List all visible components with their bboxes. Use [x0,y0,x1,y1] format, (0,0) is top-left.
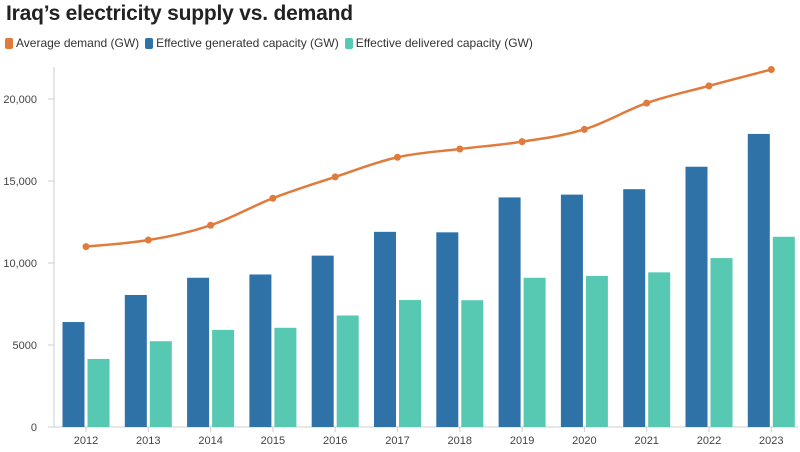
bar-generated[interactable] [249,274,272,427]
demand-point[interactable] [331,173,339,181]
demand-line [85,68,772,248]
bar-delivered[interactable] [461,300,484,427]
legend: Average demand (GW) Effective generated … [5,36,539,50]
bar-delivered[interactable] [212,329,235,427]
demand-point[interactable] [643,99,651,107]
x-tick-label: 2013 [136,435,160,447]
y-tick-label: 15,000 [3,176,37,188]
bar-generated[interactable] [747,133,770,427]
bar-delivered[interactable] [87,358,110,427]
bar-generated[interactable] [124,294,147,427]
axes [48,67,798,432]
y-tick-label: 20,000 [3,94,37,106]
y-tick-labels: 0 5000 10,000 15,000 20,000 [3,94,37,434]
bar-delivered[interactable] [523,277,546,427]
x-tick-label: 2023 [759,435,783,447]
bars [62,133,795,427]
x-tick-label: 2022 [697,435,721,447]
demand-point[interactable] [144,236,152,244]
x-tick-label: 2017 [385,435,409,447]
y-tick-label: 10,000 [3,258,37,270]
bar-delivered[interactable] [585,275,608,427]
demand-point[interactable] [580,125,588,133]
x-tick-label: 2021 [634,435,658,447]
bar-generated[interactable] [374,231,396,427]
demand-point[interactable] [207,221,215,229]
demand-point[interactable] [767,65,775,73]
bar-generated[interactable] [623,189,646,427]
bar-delivered[interactable] [648,272,671,427]
demand-point[interactable] [456,145,464,153]
demand-point[interactable] [518,138,526,146]
legend-label-generated: Effective generated capacity (GW) [156,36,339,50]
x-tick-label: 2018 [448,435,472,447]
bar-delivered[interactable] [710,258,733,427]
demand-point[interactable] [705,82,713,90]
legend-swatch-delivered [344,37,353,49]
demand-point[interactable] [394,153,401,161]
y-tick-label: 5000 [13,340,37,352]
x-tick-label: 2014 [198,435,222,447]
legend-label-demand: Average demand (GW) [16,36,140,50]
bar-generated[interactable] [560,194,583,427]
legend-item-generated[interactable]: Effective generated capacity (GW) [145,36,339,50]
bar-generated[interactable] [498,197,521,427]
bar-generated[interactable] [62,322,85,427]
legend-item-demand[interactable]: Average demand (GW) [5,36,139,50]
legend-item-delivered[interactable]: Effective delivered capacity (GW) [344,36,533,50]
x-tick-label: 2015 [261,435,285,447]
demand-point[interactable] [82,243,90,251]
bar-delivered[interactable] [149,341,172,427]
bar-delivered[interactable] [772,236,795,427]
bar-generated[interactable] [187,277,210,427]
demand-line-group [82,65,775,251]
x-tick-labels: 2012 2013 2014 2015 2016 2017 2018 2019 2020 2021… [74,435,784,447]
bar-generated[interactable] [436,232,459,427]
x-tick-label: 2012 [74,435,98,447]
demand-point[interactable] [269,194,277,202]
bar-delivered[interactable] [399,300,421,427]
x-tick-label: 2020 [572,435,596,447]
legend-swatch-generated [145,37,154,49]
legend-swatch-demand [5,37,13,49]
bar-generated[interactable] [311,255,334,427]
legend-label-delivered: Effective delivered capacity (GW) [355,36,533,50]
x-tick-label: 2016 [323,435,347,447]
bar-generated[interactable] [685,166,708,427]
y-tick-label: 0 [31,422,37,434]
chart-title: Iraq’s electricity supply vs. demand [6,2,353,25]
bar-delivered[interactable] [274,327,297,427]
x-tick-label: 2019 [510,435,534,447]
bar-delivered[interactable] [336,315,359,427]
